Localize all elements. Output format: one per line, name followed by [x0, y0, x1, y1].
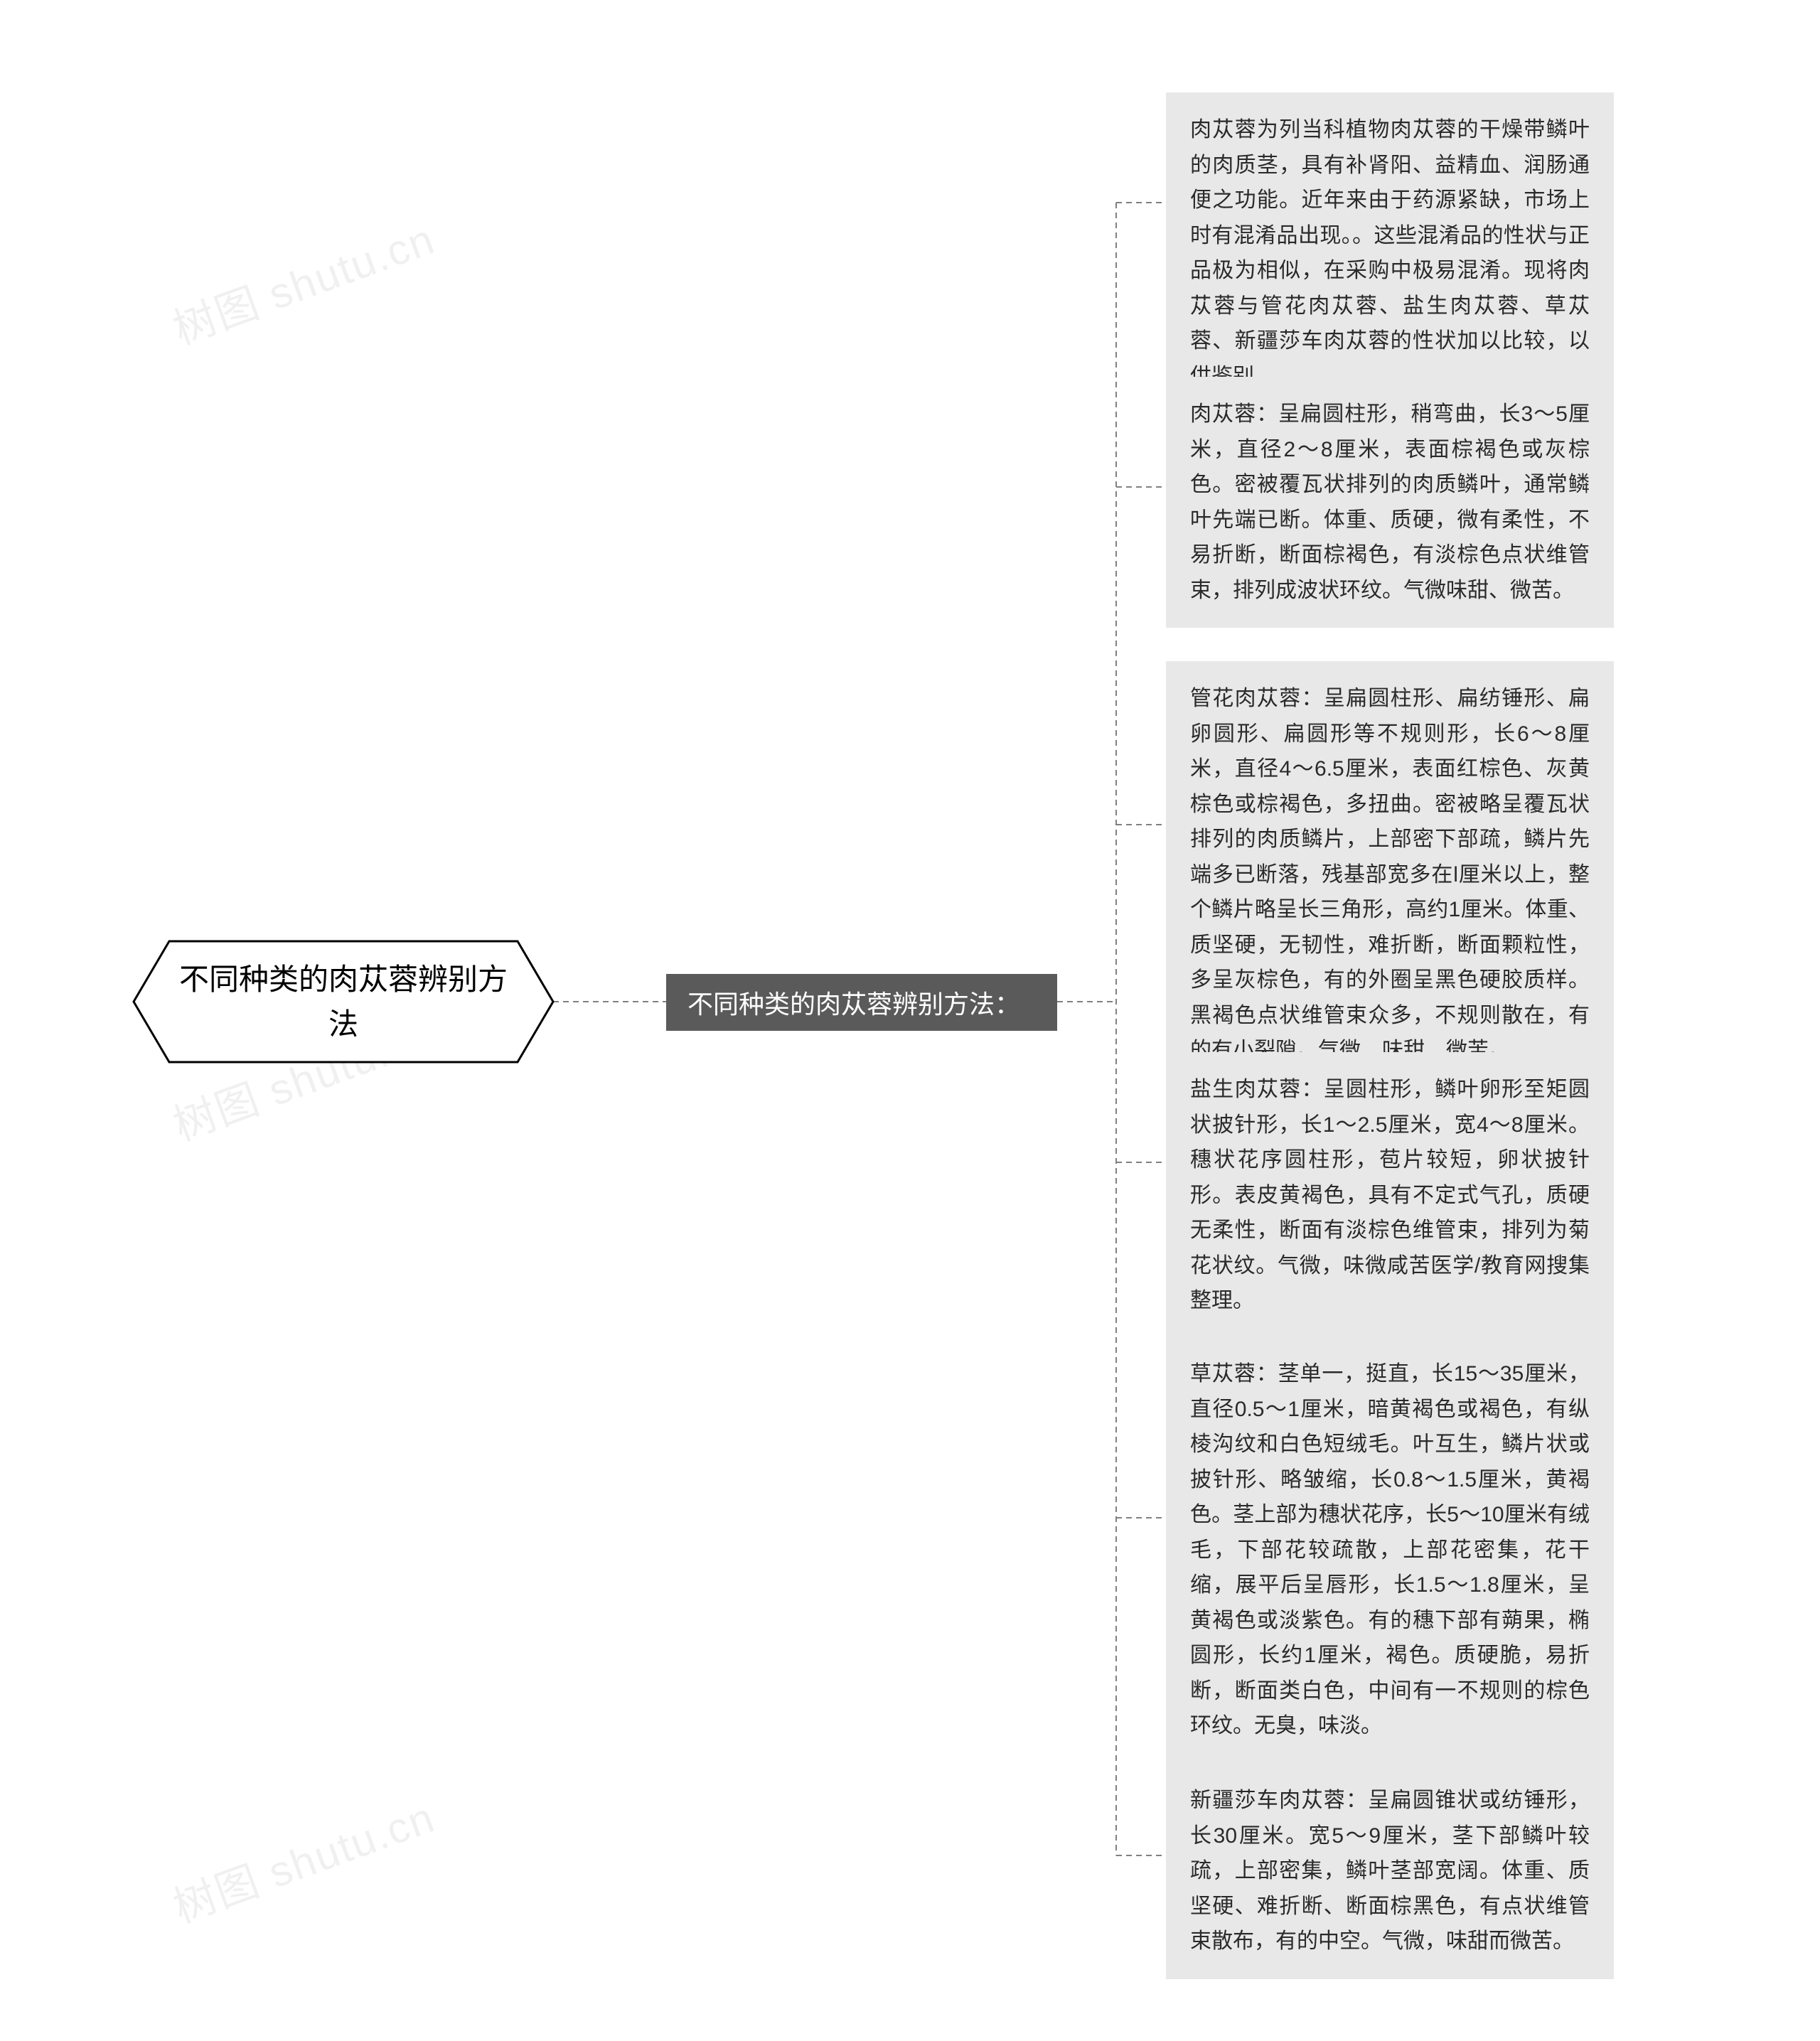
- watermark-text: 树图 shutu.cn: [164, 205, 442, 357]
- root-node: 不同种类的肉苁蓉辨别方 法: [134, 941, 553, 1062]
- subtitle-text: 不同种类的肉苁蓉辨别方法：: [687, 984, 1020, 1021]
- diagram-canvas: 树图 shutu.cn树图 shutu.cn树图 shutu.cn树图 shut…: [0, 0, 1820, 2041]
- leaf-node-tubiflora: 管花肉苁蓉：呈扁圆柱形、扁纺锤形、扁卵圆形、扁圆形等不规则形，长6～8厘米，直径…: [1166, 661, 1614, 1088]
- root-node-wrap: 不同种类的肉苁蓉辨别方 法: [134, 941, 553, 1062]
- leaf-node-intro: 肉苁蓉为列当科植物肉苁蓉的干燥带鳞叶的肉质茎，具有补肾阳、益精血、润肠通便之功能…: [1166, 92, 1614, 414]
- leaf-node-salsa: 盐生肉苁蓉：呈圆柱形，鳞叶卵形至矩圆状披针形，长1～2.5厘米，宽4～8厘米。穗…: [1166, 1052, 1614, 1339]
- leaf-node-cistanche: 肉苁蓉：呈扁圆柱形，稍弯曲，长3～5厘米，直径2～8厘米，表面棕褐色或灰棕色。密…: [1166, 377, 1614, 628]
- watermark-text: 树图 shutu.cn: [164, 1783, 442, 1935]
- root-text-line1: 不同种类的肉苁蓉辨别方: [179, 957, 508, 1002]
- root-text-line2: 法: [328, 1002, 358, 1046]
- subtitle-node: 不同种类的肉苁蓉辨别方法：: [666, 974, 1057, 1031]
- leaf-node-xinjiang: 新疆莎车肉苁蓉：呈扁圆锥状或纺锤形，长30厘米。宽5～9厘米，茎下部鳞叶较疏，上…: [1166, 1763, 1614, 1979]
- leaf-node-boschniakia: 草苁蓉：茎单一，挺直，长15～35厘米，直径0.5～1厘米，暗黄褐色或褐色，有纵…: [1166, 1336, 1614, 1764]
